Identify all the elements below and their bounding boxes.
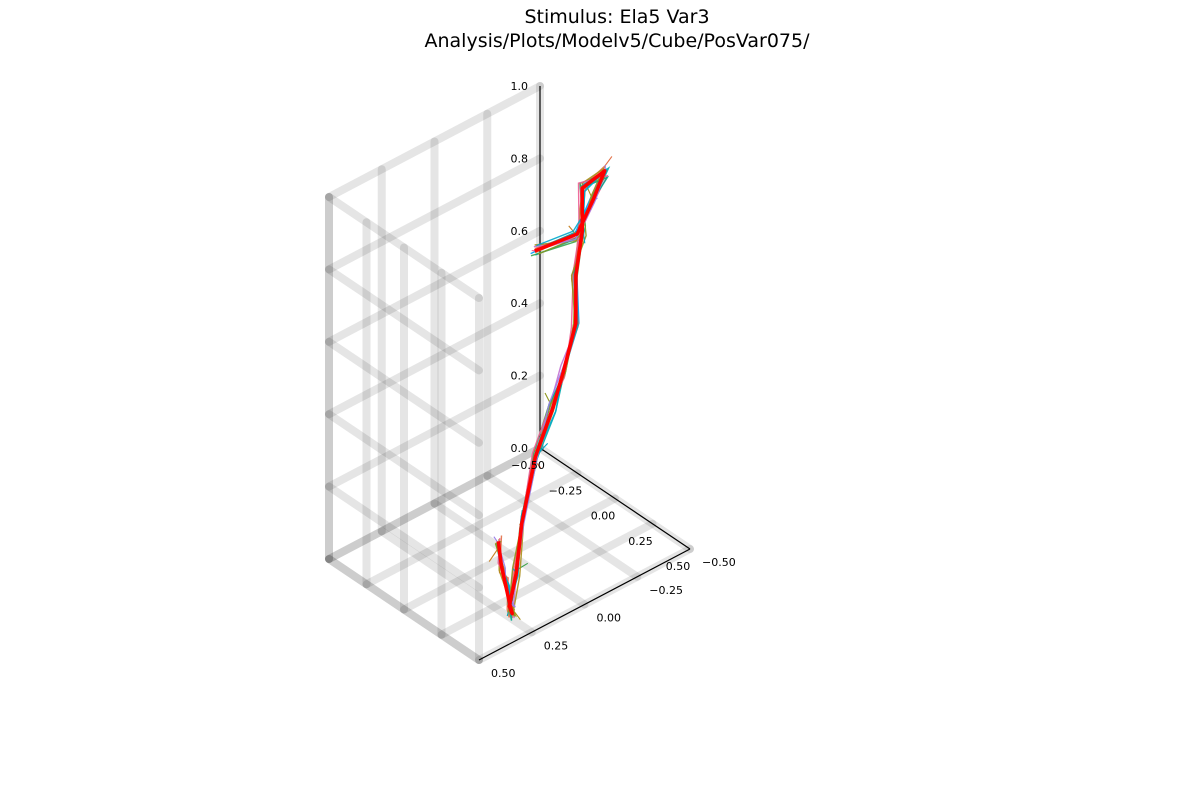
chart-subtitle: Analysis/Plots/Modelv5/Cube/PosVar075/ <box>425 30 811 52</box>
side-wall-grid-line <box>325 154 544 274</box>
reference-line <box>496 169 607 616</box>
trial-spike <box>585 184 592 197</box>
side-wall-grid-line <box>325 82 544 201</box>
floor-grid-line <box>483 471 642 581</box>
floor-grid-line <box>325 444 544 563</box>
y-tick-label: −0.50 <box>702 556 736 569</box>
floor-grid-line <box>437 519 657 639</box>
tick-labels: −0.50 −0.25 0.00 0.25 0.50 −0.50 −0.25 0.00 0.25… <box>491 80 736 680</box>
z-tick-label: 0.4 <box>511 297 529 310</box>
z-tick-label: 1.0 <box>511 80 529 93</box>
z-tick-label: 0.6 <box>511 225 529 238</box>
back-wall-grid-line <box>325 410 483 520</box>
trial-spike <box>604 156 613 167</box>
side-wall-grid-line <box>325 226 544 346</box>
axes <box>478 86 691 661</box>
x-tick-label: 0.25 <box>628 535 653 548</box>
side-wall-grid-line <box>325 299 544 419</box>
y-axis-line <box>478 548 691 661</box>
floor-grid-line <box>377 527 536 637</box>
trial-spike <box>595 197 598 200</box>
reference-trajectory <box>496 169 607 616</box>
back-wall-grid-line <box>325 193 483 302</box>
trial-spike <box>493 536 499 543</box>
side-wall-grid-line <box>325 371 544 491</box>
back-wall-grid-line <box>325 337 483 447</box>
z-tick-label: 0.2 <box>511 370 529 383</box>
floor-grid-line <box>362 469 582 589</box>
floor-grid-line <box>325 555 483 664</box>
back-wall-grid-line <box>325 555 483 664</box>
back-wall-grid-line <box>325 482 483 592</box>
x-tick-label: −0.25 <box>549 484 583 497</box>
floor-grid-line <box>400 494 619 614</box>
x-tick-label: −0.50 <box>511 459 545 472</box>
y-tick-label: 0.25 <box>544 639 569 652</box>
floor-grid-line <box>430 499 589 609</box>
x-tick-label: 0.00 <box>591 510 616 523</box>
y-tick-label: 0.00 <box>597 612 622 625</box>
z-tick-label: 0.0 <box>511 442 529 455</box>
chart-title: Stimulus: Ela5 Var3 <box>524 6 709 28</box>
grid-planes <box>325 82 694 664</box>
x-axis-line <box>539 447 691 550</box>
y-tick-label: −0.25 <box>649 584 683 597</box>
z-tick-label: 0.8 <box>511 152 529 165</box>
back-wall-grid-line <box>325 265 483 375</box>
x-tick-label: 0.50 <box>666 560 691 573</box>
side-wall-grid-line <box>325 444 544 563</box>
y-tick-label: 0.50 <box>491 667 516 680</box>
